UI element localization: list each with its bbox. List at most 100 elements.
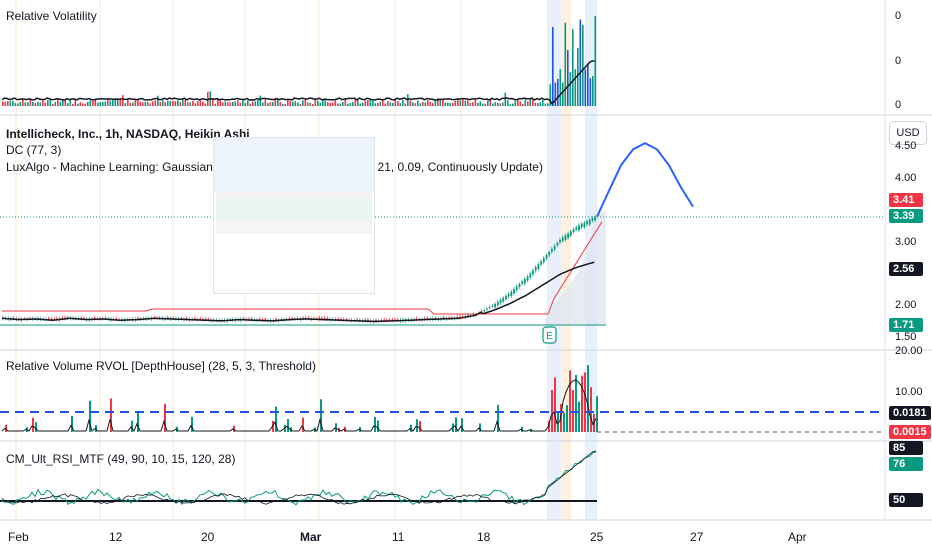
volatility-bar (279, 102, 282, 106)
x-tick-apr: Apr (788, 530, 807, 544)
volatility-bar (144, 101, 147, 106)
dc-legend[interactable]: DC (77, 3) (6, 143, 62, 157)
volatility-bar (54, 102, 57, 106)
rsi-line (1, 451, 597, 506)
candle-body (480, 311, 483, 313)
volatility-bar (122, 95, 124, 106)
volatility-bar (177, 100, 179, 106)
volatility-bar (137, 99, 139, 106)
price-tick-400: 4.00 (895, 172, 917, 184)
candle-body (456, 316, 459, 318)
volatility-bar (27, 102, 29, 106)
relvol-bar (572, 389, 574, 432)
volatility-bar (344, 99, 347, 106)
candle-body (545, 255, 548, 259)
relvol-legend[interactable]: Relative Volume RVOL [DepthHouse] (28, 5… (6, 359, 316, 373)
currency-button[interactable]: USD (889, 121, 927, 145)
rsi-legend[interactable]: CM_Ult_RSI_MTF (49, 90, 10, 15, 120, 28) (6, 452, 236, 466)
volatility-bar (169, 101, 172, 106)
x-tick-20: 20 (201, 530, 215, 544)
volatility-bar (362, 102, 364, 106)
rsi-tag-dark: 85 (889, 441, 923, 455)
volatility-bar (377, 102, 379, 106)
volatility-bar (97, 102, 99, 106)
candle-body (578, 225, 580, 231)
volatility-legend[interactable]: Relative Volatility (6, 9, 97, 23)
earnings-marker[interactable]: E (542, 326, 557, 344)
volatility-bar (107, 99, 109, 106)
volatility-bar (204, 103, 207, 106)
relvol-bar (137, 411, 139, 432)
candle-body (394, 319, 396, 321)
candle-body (323, 317, 326, 319)
relvol-bar (89, 400, 91, 432)
volatility-bar (594, 16, 597, 106)
volatility-bar (39, 102, 42, 106)
volatility-bar (189, 102, 192, 106)
volatility-bar (544, 103, 547, 106)
relvol-bar (479, 423, 481, 432)
candle-body (386, 319, 388, 321)
candle-body (426, 317, 429, 319)
candle-body (383, 319, 386, 321)
vol-tick-top: 0 (895, 10, 902, 22)
candle-body (93, 317, 96, 319)
volatility-bar (592, 76, 594, 106)
volatility-bar (462, 99, 464, 106)
candle-body (83, 317, 85, 319)
volatility-bar (319, 102, 322, 106)
relvol-bar (461, 418, 463, 432)
volatility-bar (139, 101, 142, 106)
embedded-options-image (213, 137, 375, 294)
candle-body (486, 308, 488, 310)
candle-body (572, 229, 575, 232)
volatility-bar (519, 101, 522, 106)
volatility-bar (284, 103, 287, 106)
volatility-bar (552, 26, 554, 106)
volatility-bar (62, 99, 64, 106)
volatility-bar (587, 63, 589, 106)
volatility-bar (569, 72, 572, 106)
volatility-bar (282, 103, 284, 106)
volatility-bar (92, 100, 94, 106)
volatility-bar (199, 100, 202, 106)
volatility-bar (59, 101, 62, 106)
candle-body (591, 218, 594, 221)
pane-separators[interactable] (0, 0, 932, 521)
volatility-bar (422, 101, 424, 106)
candle-body (204, 318, 207, 320)
price-tag-red: 3.41 (889, 193, 923, 207)
volatility-bar (4, 101, 7, 106)
volatility-bar (527, 101, 529, 106)
volatility-bar (312, 103, 314, 106)
volatility-bar (347, 103, 349, 106)
volatility-bar (184, 99, 187, 106)
volatility-bar (157, 95, 159, 106)
volatility-bar (89, 100, 92, 106)
volatility-bar (267, 103, 269, 106)
candle-body (388, 319, 391, 321)
volatility-bar (357, 100, 359, 106)
candle-body (523, 278, 526, 284)
volatility-bar (387, 101, 389, 106)
candle-body (194, 318, 196, 320)
main-symbol-legend[interactable]: Intellicheck, Inc., 1h, NASDAQ, Heikin A… (6, 127, 250, 141)
candle-body (529, 273, 532, 278)
volatility-bar (537, 103, 539, 106)
candle-body (50, 318, 53, 320)
volatility-bar (2, 101, 4, 106)
candle-body (80, 317, 83, 319)
volatility-bar (399, 103, 402, 106)
forecast-line (596, 141, 694, 218)
volatility-bar (409, 100, 412, 106)
candle-body (553, 245, 556, 250)
relvol-bar (287, 418, 289, 432)
volatility-bar (439, 100, 442, 106)
volatility-bar (82, 103, 84, 106)
volatility-bar (332, 102, 334, 106)
volatility-bar (277, 99, 279, 106)
volatility-bar (339, 103, 342, 106)
volatility-bar (129, 103, 132, 106)
candle-body (561, 237, 564, 241)
